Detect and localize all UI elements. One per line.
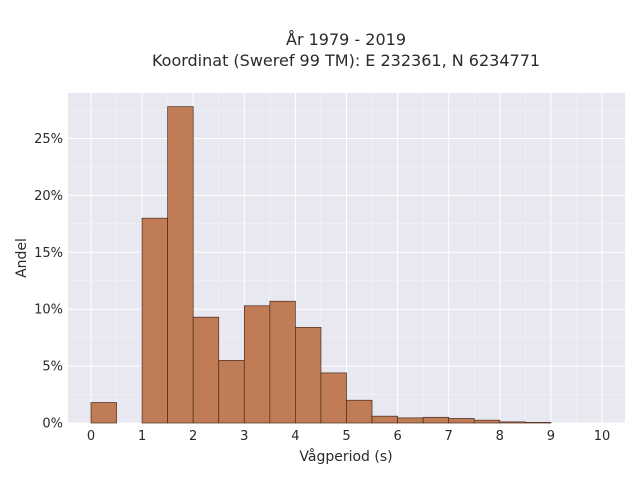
histogram-bar <box>269 300 296 424</box>
x-tick-label: 10 <box>594 429 611 444</box>
y-tick-label: 5% <box>42 360 63 375</box>
histogram-bar <box>448 418 475 424</box>
x-tick-label: 5 <box>342 429 350 444</box>
x-tick-label: 0 <box>87 429 95 444</box>
y-tick-label: 10% <box>34 303 63 318</box>
x-tick-label: 4 <box>291 429 299 444</box>
x-tick-label: 2 <box>189 429 197 444</box>
chart-title-line1: År 1979 - 2019 <box>286 30 406 49</box>
histogram-bar <box>295 327 322 424</box>
histogram-bar <box>167 106 194 424</box>
x-tick-label: 3 <box>240 429 248 444</box>
x-tick-label: 7 <box>445 429 453 444</box>
histogram-bar <box>422 416 450 424</box>
x-axis-ticks: 0 1 2 3 4 5 6 7 8 9 10 <box>87 429 610 444</box>
y-axis-ticks: 0% 5% 10% 15% 20% 25% <box>34 132 63 431</box>
histogram-bar <box>192 316 220 424</box>
histogram-bar <box>525 422 552 424</box>
x-tick-label: 9 <box>547 429 555 444</box>
histogram-bar <box>371 415 398 424</box>
y-tick-label: 15% <box>34 246 63 261</box>
histogram-bar <box>473 419 501 424</box>
chart-title-line2: Koordinat (Sweref 99 TM): E 232361, N 62… <box>152 51 540 70</box>
x-tick-label: 8 <box>496 429 504 444</box>
y-tick-label: 0% <box>42 417 63 432</box>
y-tick-label: 20% <box>34 189 63 204</box>
histogram-bar <box>346 399 373 424</box>
histogram-bar <box>141 217 168 424</box>
histogram-bar <box>243 305 271 424</box>
y-axis-label: Andel <box>14 238 30 278</box>
bars <box>90 106 552 424</box>
histogram-bar <box>397 417 424 424</box>
x-tick-label: 1 <box>138 429 146 444</box>
x-axis-label: Vågperiod (s) <box>299 448 392 465</box>
histogram-bar <box>218 360 245 424</box>
histogram-bar <box>320 372 347 424</box>
histogram-bar <box>499 421 526 424</box>
y-tick-label: 25% <box>34 132 63 147</box>
x-tick-label: 6 <box>393 429 401 444</box>
histogram-bar <box>90 402 117 424</box>
